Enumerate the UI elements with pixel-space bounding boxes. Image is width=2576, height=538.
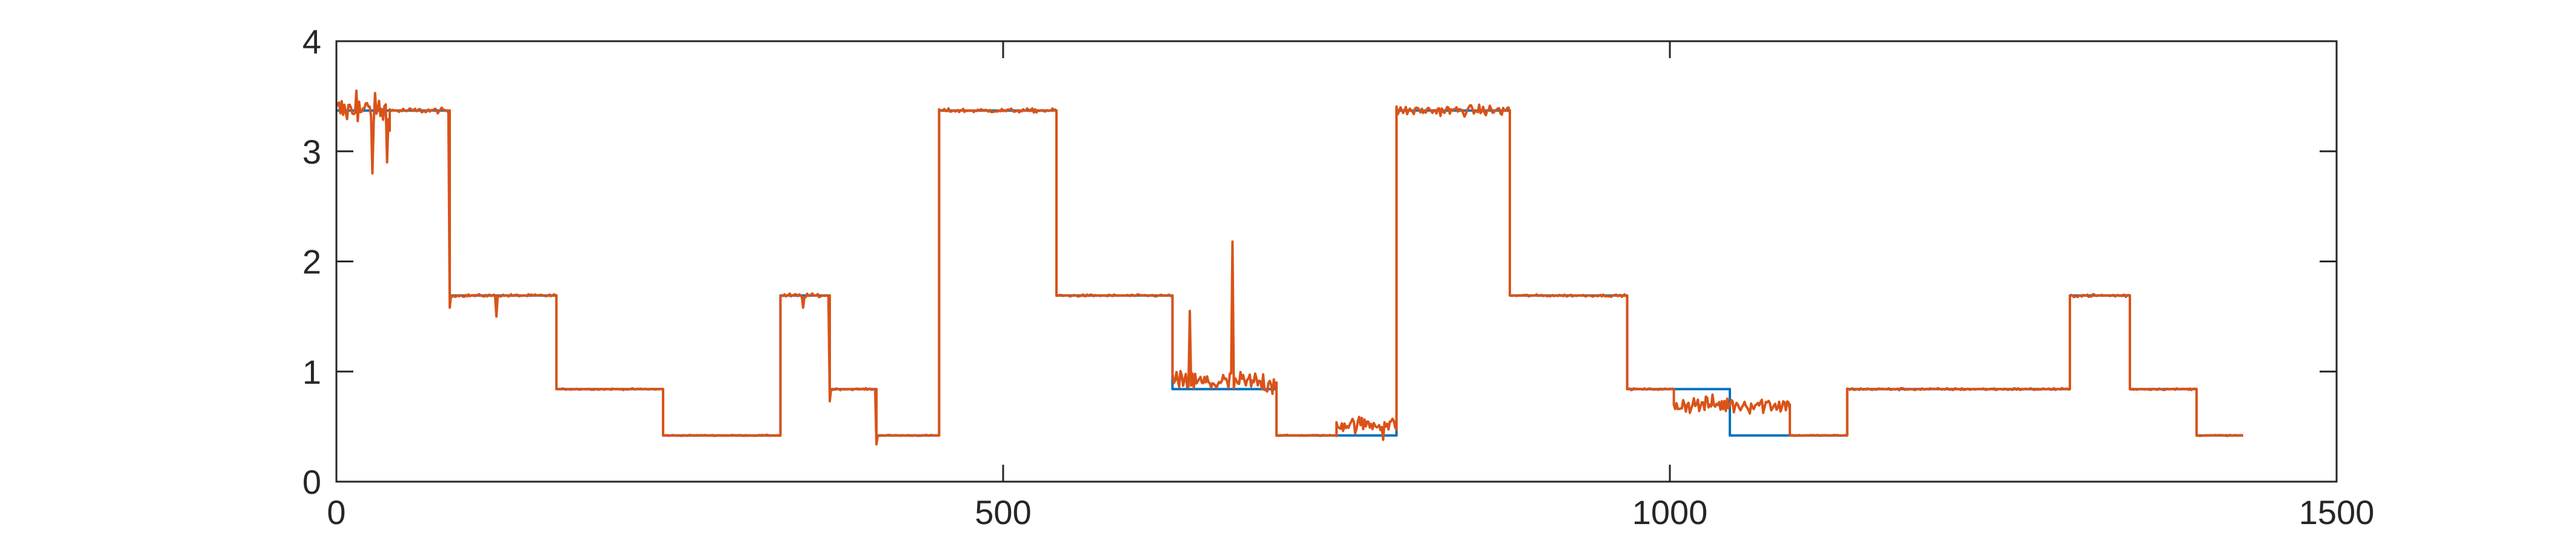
y-tick-label: 4 <box>302 22 321 61</box>
x-tick-label: 0 <box>327 493 345 531</box>
plot-box <box>335 40 2338 483</box>
series-layer <box>335 89 2244 446</box>
y-tick-label: 1 <box>302 353 321 391</box>
series-line-2 <box>335 89 2244 446</box>
x-tick-label: 500 <box>975 493 1031 531</box>
ticks-layer <box>335 40 2338 483</box>
x-tick-label: 1500 <box>2299 493 2375 531</box>
y-tick-label: 3 <box>302 133 321 171</box>
y-tick-label: 0 <box>302 463 321 501</box>
y-tick-label: 2 <box>302 243 321 281</box>
labels-layer: 0 500 1000 1500 0 1 2 3 4 <box>302 22 2374 531</box>
series-line-1 <box>336 109 2243 437</box>
x-tick-label: 1000 <box>1632 493 1708 531</box>
